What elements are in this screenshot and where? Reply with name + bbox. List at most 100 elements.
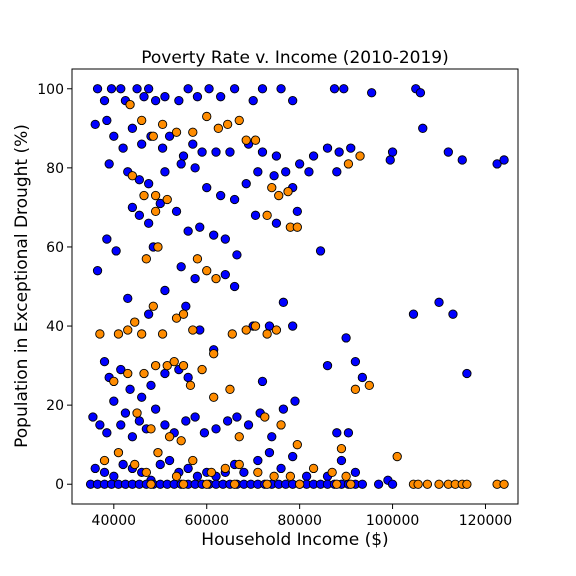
data-point-blue [239, 467, 249, 478]
x-tick-label: 100000 [366, 513, 419, 529]
data-point-orange [130, 317, 140, 327]
data-point-blue [448, 309, 458, 319]
data-point-orange [146, 424, 156, 434]
data-point-blue [308, 151, 319, 161]
data-point-blue [88, 412, 98, 422]
data-point-orange [341, 471, 351, 481]
data-point-blue [229, 281, 240, 292]
data-point-blue [99, 95, 110, 106]
data-point-blue [385, 155, 395, 165]
data-point-blue [123, 293, 133, 304]
plot-frame [71, 68, 519, 505]
data-point-orange [202, 479, 212, 489]
data-point-blue [190, 273, 200, 284]
data-point-orange [146, 479, 156, 489]
data-point-blue [271, 218, 282, 228]
data-point-orange [350, 384, 361, 394]
y-tick-label: 20 [46, 398, 64, 414]
plot-area [72, 69, 518, 504]
data-point-orange [276, 420, 286, 430]
data-point-orange [178, 360, 189, 371]
data-point-blue [118, 143, 128, 153]
data-point-blue [92, 266, 103, 276]
data-point-blue [183, 372, 193, 383]
data-point-blue [144, 84, 154, 94]
data-point-blue [120, 408, 131, 418]
data-point-blue [127, 202, 138, 213]
data-point-blue [334, 147, 344, 157]
data-point-orange [413, 479, 423, 489]
data-point-orange [178, 479, 189, 489]
data-point-blue [109, 396, 119, 406]
data-point-orange [364, 380, 374, 391]
data-point-orange [227, 329, 237, 339]
data-point-blue [343, 428, 354, 438]
data-point-blue [90, 463, 100, 474]
data-point-blue [174, 95, 184, 106]
data-point-orange [162, 360, 172, 371]
data-point-blue [443, 147, 453, 157]
data-point-blue [192, 471, 203, 481]
data-point-blue [116, 364, 126, 375]
data-point-orange [355, 151, 365, 161]
data-point-orange [499, 479, 509, 489]
data-point-orange [148, 131, 158, 141]
data-point-orange [209, 392, 219, 402]
data-point-blue [243, 420, 254, 430]
data-point-blue [269, 171, 279, 181]
data-point-blue [188, 139, 198, 149]
data-point-orange [271, 325, 282, 335]
data-point-blue [160, 285, 170, 296]
data-point-blue [199, 428, 210, 438]
data-point-blue [125, 384, 135, 394]
data-point-blue [116, 420, 126, 430]
data-point-blue [315, 246, 326, 256]
data-point-orange [234, 459, 244, 470]
x-axis: 40000 60000 80000 100000 120000 [92, 504, 512, 529]
data-point-blue [146, 380, 156, 391]
data-point-orange [211, 273, 221, 284]
data-point-blue [322, 143, 333, 153]
data-point-orange [188, 455, 198, 466]
data-point-blue [253, 167, 263, 177]
data-point-blue [192, 92, 203, 102]
data-point-orange [188, 325, 198, 335]
data-point-blue [220, 234, 230, 244]
data-point-blue [116, 84, 126, 94]
data-point-blue [292, 206, 302, 217]
data-point-blue [350, 356, 361, 367]
data-point-orange [202, 111, 212, 122]
data-point-orange [139, 368, 149, 379]
data-point-orange [234, 432, 244, 442]
data-point-blue [176, 262, 186, 272]
data-point-blue [248, 95, 258, 106]
data-point-blue [104, 159, 114, 169]
data-point-orange [113, 447, 124, 458]
chart-title: Poverty Rate v. Income (2010-2019) [141, 48, 449, 68]
data-point-blue [332, 428, 342, 438]
data-point-blue [301, 471, 312, 481]
data-point-blue [144, 309, 154, 319]
data-point-blue [211, 424, 221, 434]
data-point-blue [267, 432, 277, 442]
data-point-blue [137, 139, 147, 149]
data-point-blue [127, 432, 138, 442]
data-point-blue [139, 92, 149, 102]
data-point-orange [229, 479, 240, 489]
data-point-orange [346, 479, 356, 489]
data-point-blue [204, 84, 214, 94]
data-point-blue [350, 467, 361, 478]
data-point-blue [190, 412, 200, 422]
data-point-blue [181, 301, 191, 311]
data-point-blue [109, 471, 119, 481]
data-point-blue [164, 455, 175, 466]
data-point-blue [373, 479, 384, 489]
data-point-blue [190, 163, 200, 173]
data-point-blue [276, 84, 286, 94]
data-point-orange [213, 123, 223, 133]
data-point-blue [332, 167, 342, 177]
data-point-blue [418, 123, 428, 133]
data-point-blue [209, 230, 219, 240]
data-point-blue [216, 92, 226, 102]
data-point-blue [195, 222, 205, 232]
